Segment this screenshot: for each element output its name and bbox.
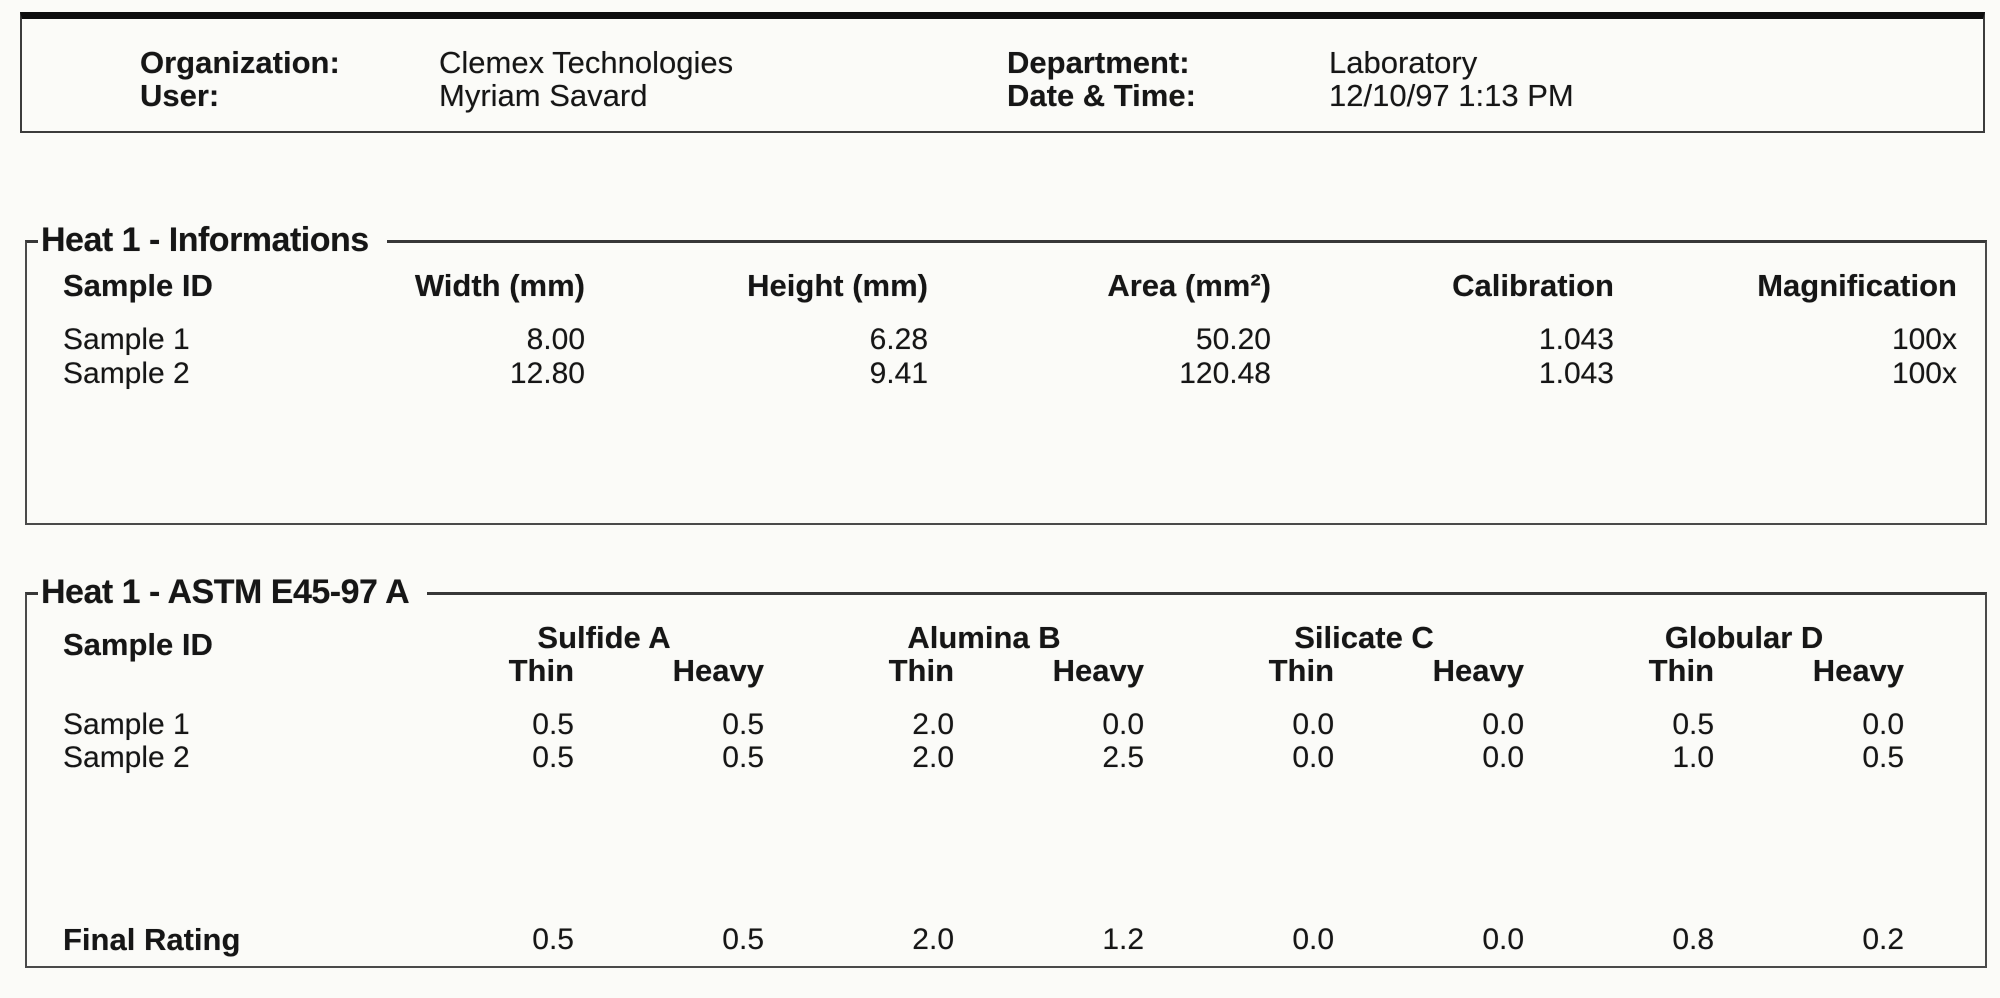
value-cell: 0.0 xyxy=(1482,741,1525,774)
value-cell: 2.0 xyxy=(912,923,955,956)
datetime-label: Date & Time: xyxy=(1007,78,1196,113)
astm-section-title: Heat 1 - ASTM E45-97 A xyxy=(38,574,428,610)
value-cell: 0.5 xyxy=(722,708,765,741)
final-rating-label: Final Rating xyxy=(63,922,241,957)
value-cell: 1.043 xyxy=(1538,323,1614,356)
col-width: Width (mm) xyxy=(414,268,585,303)
table-row: Sample 1 8.00 6.28 50.20 1.043 100x xyxy=(27,323,1957,357)
value-cell: 0.5 xyxy=(1862,741,1905,774)
value-cell: 0.5 xyxy=(722,741,765,774)
value-cell: 1.2 xyxy=(1102,923,1145,956)
datetime-value: 12/10/97 1:13 PM xyxy=(1329,78,1574,113)
row-label: Sample 1 xyxy=(63,708,190,741)
subcol-heavy: Heavy xyxy=(1052,653,1145,688)
organization-label: Organization: xyxy=(140,45,340,80)
value-cell: 0.0 xyxy=(1102,708,1145,741)
subcol-thin: Thin xyxy=(1648,653,1715,688)
table-row: Sample 2 0.5 0.5 2.0 2.5 0.0 0.0 1.0 0.5 xyxy=(27,741,1904,774)
value-cell: 0.5 xyxy=(532,708,574,741)
subcol-thin: Thin xyxy=(508,653,574,688)
astm-section: Heat 1 - ASTM E45-97 A Sample ID Sulfide… xyxy=(25,574,1987,968)
value-cell: 0.8 xyxy=(1672,923,1715,956)
group-globular-d: Globular D xyxy=(1664,620,1824,655)
subcol-thin: Thin xyxy=(1268,653,1335,688)
value-cell: 0.5 xyxy=(1672,708,1715,741)
final-rating-row: Final Rating 0.5 0.5 2.0 1.2 0.0 0.0 0.8… xyxy=(27,923,1904,963)
value-cell: 0.5 xyxy=(532,741,574,774)
value-cell: 100x xyxy=(1891,357,1957,390)
value-cell: 6.28 xyxy=(869,323,928,356)
department-value: Laboratory xyxy=(1329,45,1478,80)
col-magnification: Magnification xyxy=(1757,268,1957,303)
astm-table: Sample ID Sulfide A Alumina B Silicate C… xyxy=(27,621,1904,963)
value-cell: 1.043 xyxy=(1538,357,1614,390)
astm-group-header-row: Sample ID Sulfide A Alumina B Silicate C… xyxy=(27,620,1904,661)
user-label: User: xyxy=(140,78,220,113)
value-cell: 120.48 xyxy=(1179,357,1271,390)
row-label: Sample 2 xyxy=(63,357,190,390)
value-cell: 2.5 xyxy=(1102,741,1145,774)
col-sample-id: Sample ID xyxy=(63,268,213,303)
value-cell: 0.5 xyxy=(532,923,574,956)
value-cell: 100x xyxy=(1891,323,1957,356)
value-cell: 9.41 xyxy=(869,357,928,390)
row-label: Sample 2 xyxy=(63,741,190,774)
value-cell: 0.0 xyxy=(1292,923,1335,956)
value-cell: 0.0 xyxy=(1862,708,1905,741)
col-area: Area (mm²) xyxy=(1107,268,1271,303)
subcol-thin: Thin xyxy=(888,653,955,688)
department-label: Department: xyxy=(1007,45,1190,80)
report-header-box: Organization: Clemex Technologies User: … xyxy=(20,12,1985,133)
organization-value: Clemex Technologies xyxy=(439,45,734,80)
user-value: Myriam Savard xyxy=(439,78,648,113)
informations-section: Heat 1 - Informations Sample ID Width (m… xyxy=(25,222,1987,525)
col-sample-id: Sample ID xyxy=(63,627,213,662)
value-cell: 2.0 xyxy=(912,741,955,774)
value-cell: 0.0 xyxy=(1292,741,1335,774)
group-silicate-c: Silicate C xyxy=(1294,620,1434,655)
subcol-heavy: Heavy xyxy=(1432,653,1525,688)
table-row: Sample 2 12.80 9.41 120.48 1.043 100x xyxy=(27,357,1957,391)
informations-section-title: Heat 1 - Informations xyxy=(38,222,387,258)
value-cell: 8.00 xyxy=(526,323,585,356)
astm-subheader-row: Thin Heavy Thin Heavy Thin Heavy Thin He… xyxy=(27,654,1904,688)
value-cell: 12.80 xyxy=(509,357,585,390)
value-cell: 0.0 xyxy=(1482,923,1525,956)
value-cell: 0.5 xyxy=(722,923,765,956)
spacer-row xyxy=(27,688,1904,708)
col-calibration: Calibration xyxy=(1452,268,1614,303)
subcol-heavy: Heavy xyxy=(1812,653,1905,688)
table-row: Sample 1 0.5 0.5 2.0 0.0 0.0 0.0 0.5 0.0 xyxy=(27,708,1904,741)
group-alumina-b: Alumina B xyxy=(907,620,1061,655)
value-cell: 0.0 xyxy=(1482,708,1525,741)
value-cell: 0.2 xyxy=(1862,923,1905,956)
value-cell: 1.0 xyxy=(1672,741,1715,774)
subcol-heavy: Heavy xyxy=(672,653,765,688)
informations-table: Sample ID Width (mm) Height (mm) Area (m… xyxy=(27,269,1957,391)
informations-header-row: Sample ID Width (mm) Height (mm) Area (m… xyxy=(27,269,1957,323)
value-cell: 2.0 xyxy=(912,708,955,741)
spacer-row xyxy=(27,774,1904,923)
value-cell: 0.0 xyxy=(1292,708,1335,741)
col-height: Height (mm) xyxy=(747,268,928,303)
group-sulfide-a: Sulfide A xyxy=(537,620,671,655)
value-cell: 50.20 xyxy=(1195,323,1271,356)
row-label: Sample 1 xyxy=(63,323,190,356)
